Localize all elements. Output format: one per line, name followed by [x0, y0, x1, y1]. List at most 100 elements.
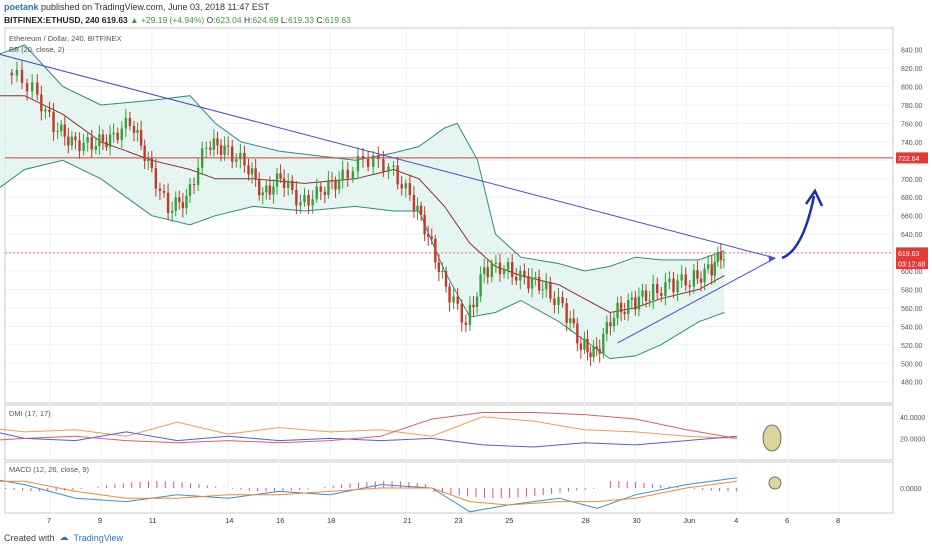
candle-body: [668, 278, 671, 283]
candle-body: [423, 214, 426, 235]
candle-body: [456, 296, 459, 304]
candle-body: [482, 267, 486, 275]
candle-body: [44, 109, 47, 112]
candle-body: [719, 252, 723, 260]
candle-body: [250, 168, 254, 175]
candle-body: [124, 117, 128, 129]
candle-body: [36, 82, 39, 95]
candle-body: [534, 276, 537, 278]
candle-body: [576, 323, 579, 344]
candle-body: [486, 267, 489, 278]
y-tick-label: 680.00: [901, 195, 923, 202]
high-label: H:: [244, 15, 253, 25]
tradingview-brand-link[interactable]: TradingView: [73, 532, 124, 543]
candle-body: [713, 261, 716, 276]
bb-lower-line: [0, 159, 725, 360]
candle-body: [416, 205, 419, 211]
close-value: 619.63: [324, 15, 351, 25]
candle-body: [651, 284, 655, 301]
candle-body: [619, 302, 623, 313]
dmi-highlight-circle: [762, 424, 782, 452]
candle-body: [448, 286, 451, 303]
y-tick-label: 740.00: [901, 140, 923, 147]
y-tick-label: 640.00: [901, 232, 923, 239]
dmi-series-minusdi: [0, 431, 738, 448]
candle-body: [279, 173, 282, 179]
candle-body: [419, 205, 423, 215]
candle-body: [641, 290, 644, 297]
candle-body: [112, 132, 115, 135]
candle-body: [63, 124, 66, 137]
candle-body: [494, 262, 498, 264]
trendline: [617, 257, 776, 344]
candle-body: [572, 318, 575, 324]
x-tick-label: 30: [632, 516, 640, 525]
candle-body: [602, 333, 605, 354]
candle-body: [166, 192, 170, 213]
candle-body: [20, 69, 24, 84]
candle-body: [722, 259, 726, 261]
candle-body: [586, 338, 589, 353]
created-with-label: Created with: [4, 532, 55, 543]
candle-body: [299, 202, 302, 206]
candle-body: [541, 289, 544, 291]
candle-body: [48, 109, 51, 112]
candle-body: [537, 276, 541, 291]
candle-body: [545, 281, 548, 290]
candle-body: [98, 134, 101, 146]
price-label-box: [896, 152, 928, 164]
candle-body: [59, 124, 63, 132]
candle-body: [192, 184, 196, 186]
x-tick-label: 6: [785, 516, 789, 525]
candle-body: [70, 136, 74, 146]
y-tick-label: 700.00: [901, 177, 923, 184]
candle-body: [94, 145, 98, 150]
candle-body: [268, 185, 272, 195]
candle-body: [10, 72, 14, 76]
x-tick-label: 7: [47, 516, 51, 525]
author-link[interactable]: poetank: [4, 2, 39, 12]
candle-body: [377, 155, 380, 160]
open-label: O:: [206, 15, 216, 25]
candle-body: [74, 136, 77, 141]
candle-body: [212, 138, 216, 150]
candle-body: [684, 274, 687, 286]
price-label-box: [896, 247, 928, 259]
candle-body: [307, 195, 310, 206]
x-tick-label: 21: [403, 516, 411, 525]
candle-body: [430, 236, 433, 239]
candle-body: [185, 195, 188, 209]
candle-body: [90, 137, 93, 150]
candle-body: [592, 346, 595, 358]
candle-body: [519, 270, 522, 281]
candle-body: [341, 169, 344, 180]
candle-body: [25, 83, 29, 92]
candle-body: [706, 264, 710, 269]
x-tick-label: 16: [276, 516, 284, 525]
y-tick-label: 840.00: [901, 48, 923, 55]
candle-body: [327, 179, 330, 195]
candle-body: [630, 297, 633, 300]
candle-body: [660, 293, 663, 296]
candle-body: [549, 281, 552, 299]
price-label-resistance: 722.64: [898, 156, 920, 163]
candle-body: [648, 300, 651, 302]
candle-body: [387, 166, 390, 172]
candle-body: [441, 271, 444, 273]
x-tick-label: 23: [454, 516, 462, 525]
y-tick-label: 800.00: [901, 85, 923, 92]
x-tick-label: 18: [327, 516, 335, 525]
candle-body: [444, 271, 448, 287]
candle-body: [261, 192, 264, 196]
x-tick-label: 28: [581, 516, 589, 525]
candle-body: [116, 132, 119, 140]
candle-body: [703, 268, 706, 283]
macd-title: MACD (12, 26, close, 9): [9, 465, 90, 474]
y-tick-label: 660.00: [901, 214, 923, 221]
candle-body: [664, 282, 667, 296]
candle-body: [162, 191, 166, 193]
candle-body: [295, 189, 298, 206]
candle-body: [323, 191, 327, 195]
candle-body: [337, 179, 341, 190]
